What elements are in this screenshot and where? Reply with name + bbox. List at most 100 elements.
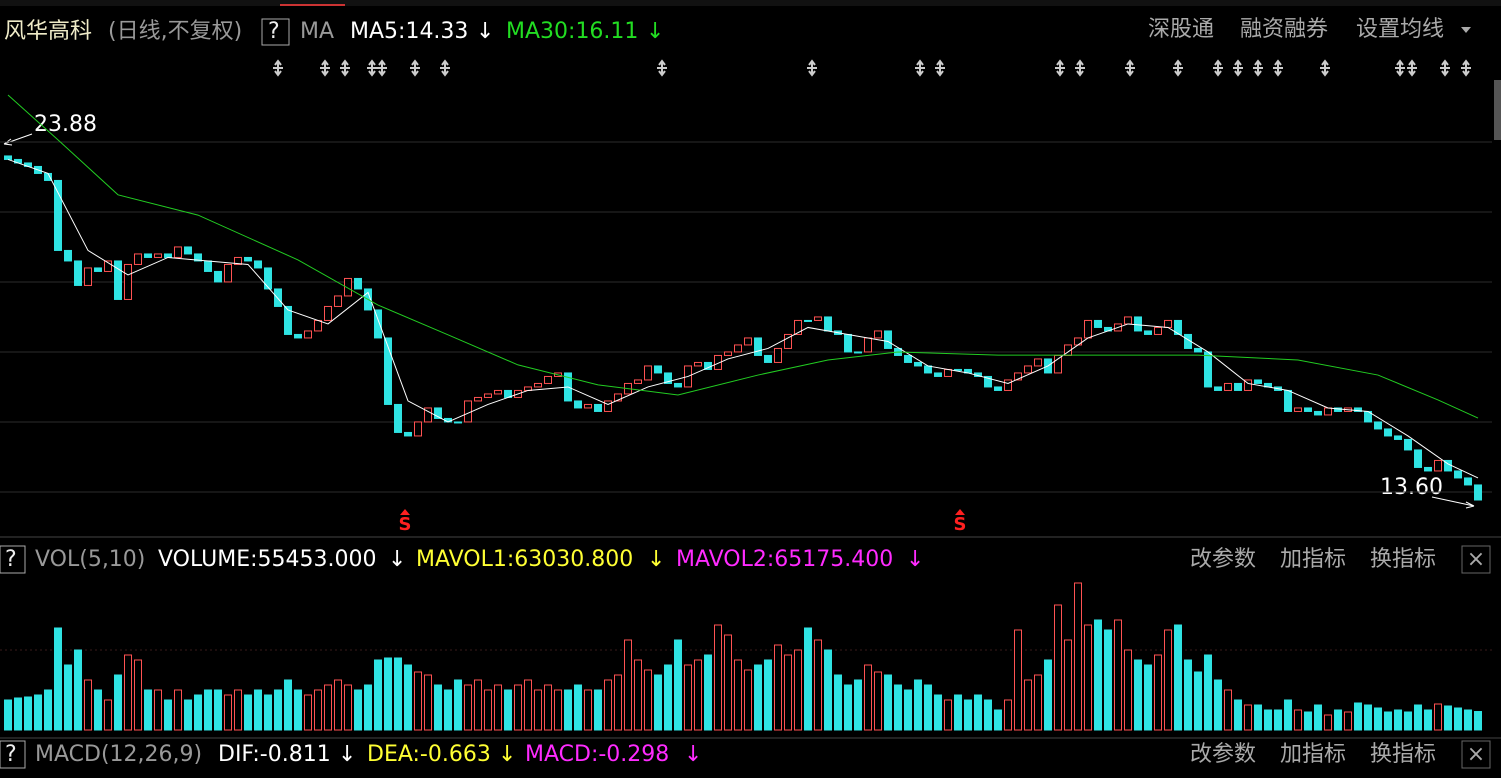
high-arrow [3, 133, 33, 146]
button[interactable]: 改参数 [1190, 547, 1256, 572]
volume-bar [1114, 619, 1122, 731]
event-icon [1395, 59, 1405, 77]
dif-value: DIF:-0.811 [218, 742, 331, 767]
dropdown-icon[interactable] [1461, 27, 1471, 33]
candle [904, 354, 912, 363]
volume-bar [64, 664, 72, 731]
volume-bar [1284, 699, 1292, 731]
candle [724, 351, 732, 356]
candle [954, 368, 962, 371]
event-icon [1213, 59, 1223, 77]
candle [784, 333, 792, 349]
volume-bar [874, 671, 882, 731]
volume-bar [1154, 654, 1162, 731]
candle [464, 400, 472, 423]
candle [764, 354, 772, 363]
candle [1284, 389, 1292, 412]
vol-name: VOL(5,10) [35, 547, 145, 572]
button[interactable]: 换指标 [1370, 547, 1436, 572]
volume-bar [1164, 629, 1172, 731]
help-box[interactable] [261, 18, 290, 46]
menu-item[interactable]: 设置均线 [1356, 17, 1444, 42]
help[interactable]: ? [5, 547, 17, 572]
volume-bar [1184, 659, 1192, 731]
help-box[interactable] [0, 545, 26, 574]
candle [924, 365, 932, 374]
macd-value: MACD:-0.298 [525, 742, 669, 767]
candle [144, 253, 152, 258]
volume-bar [1034, 674, 1042, 731]
volume-bar [764, 659, 772, 731]
help[interactable]: ? [5, 742, 17, 767]
volume-bar [34, 694, 42, 731]
volume-bar [414, 671, 422, 731]
close[interactable]: × [1467, 742, 1485, 767]
candle [1334, 407, 1342, 412]
candle [204, 260, 212, 272]
candle [1004, 379, 1012, 391]
volume-bar [24, 696, 32, 731]
volume-bar [194, 694, 202, 731]
candle [434, 407, 442, 419]
volume-bar [144, 689, 152, 731]
volume-bar [1374, 707, 1382, 731]
volume-bar [434, 684, 442, 731]
candle [214, 270, 222, 283]
candle [534, 382, 542, 388]
candle [134, 253, 142, 265]
volume-bar [284, 679, 292, 731]
candle [184, 246, 192, 255]
close-box[interactable] [1461, 740, 1491, 769]
volume-bar [104, 699, 112, 731]
menu-item[interactable]: 深股通 [1148, 17, 1214, 42]
candle [1434, 459, 1442, 472]
candle [804, 319, 812, 322]
volume-bar [274, 689, 282, 731]
volume-bar [264, 694, 272, 731]
menu-item[interactable]: 融资融券 [1240, 17, 1328, 42]
event-icon [1253, 59, 1263, 77]
volume-bar [504, 689, 512, 731]
volume-bar [1004, 699, 1012, 731]
volume-bar [814, 639, 822, 731]
volume-bar [694, 659, 702, 731]
volume-bar [124, 654, 132, 731]
volume-bar [164, 699, 172, 731]
candle [1164, 319, 1172, 328]
candle [654, 365, 662, 374]
volume-bar [204, 689, 212, 731]
help-box[interactable] [0, 740, 26, 769]
volume-bar [1464, 709, 1472, 731]
volume-bar [844, 684, 852, 731]
candle [1464, 477, 1472, 486]
candle [824, 316, 832, 332]
candle [4, 155, 12, 160]
candle [1024, 365, 1032, 374]
volume-bar [154, 689, 162, 731]
candle [794, 319, 802, 335]
candle [714, 354, 722, 370]
close[interactable]: × [1467, 547, 1485, 572]
ma-line [7, 158, 1479, 479]
candle [844, 333, 852, 353]
scrollbar[interactable] [1494, 80, 1501, 140]
button[interactable]: 加指标 [1280, 547, 1346, 572]
volume-bar [894, 684, 902, 731]
arrow: ↓ [906, 547, 924, 572]
volume-bar [334, 679, 342, 731]
candle [1314, 410, 1322, 416]
arrow: ↓ [684, 742, 702, 767]
button[interactable]: 加指标 [1280, 742, 1346, 767]
volume-bar [1354, 702, 1362, 731]
candle [274, 288, 282, 307]
button[interactable]: 换指标 [1370, 742, 1436, 767]
candle [374, 309, 382, 339]
volume-bar [664, 664, 672, 731]
event-icon [410, 59, 420, 77]
candle [494, 389, 502, 395]
volume-bar [524, 679, 532, 731]
button[interactable]: 改参数 [1190, 742, 1256, 767]
candle [1034, 358, 1042, 367]
help[interactable]: ? [268, 19, 280, 44]
close-box[interactable] [1461, 545, 1491, 574]
